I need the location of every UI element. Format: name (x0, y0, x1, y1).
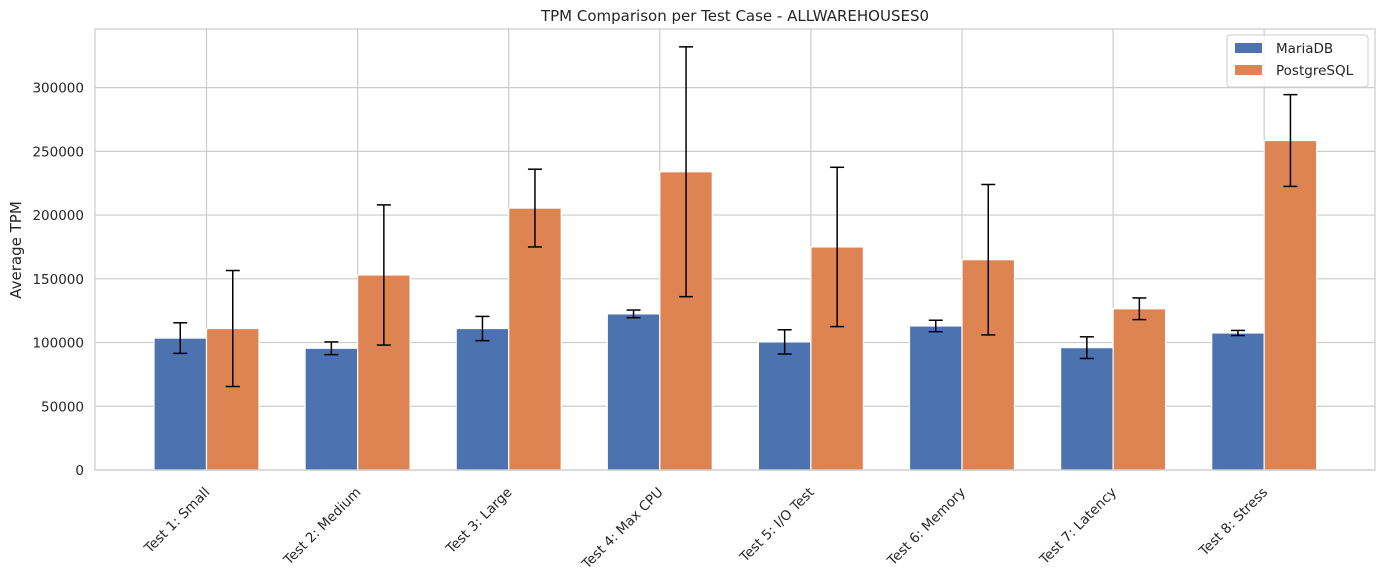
error-bar-mariadb (173, 322, 188, 355)
legend-swatch-postgresql (1235, 65, 1262, 75)
error-bar-postgresql (679, 46, 694, 298)
error-bar-mariadb (626, 309, 641, 319)
bar-mariadb (908, 325, 963, 471)
bar-postgresql (1112, 308, 1167, 471)
bar-mariadb (304, 347, 359, 471)
grid-lines (95, 29, 1375, 471)
x-tick-label: Test 5: I/O Test (736, 485, 818, 567)
x-tick-label: Test 6: Memory (884, 485, 969, 570)
error-bar-postgresql (376, 204, 391, 346)
y-tick-label: 100000 (32, 336, 84, 352)
chart-title: TPM Comparison per Test Case - ALLWAREHO… (540, 7, 929, 25)
legend-box (1226, 34, 1369, 88)
x-tick-label: Test 2: Medium (280, 485, 364, 569)
legend-swatch-mariadb (1235, 43, 1262, 53)
error-bar-mariadb (1079, 336, 1094, 360)
error-bar-postgresql (225, 269, 240, 388)
y-axis-label: Average TPM (7, 201, 25, 299)
x-tick-label: Test 8: Stress (1196, 485, 1272, 561)
legend-label-postgresql: PostgreSQL (1276, 63, 1354, 79)
error-bar-postgresql (1283, 93, 1298, 188)
legend: MariaDB PostgreSQL (1226, 34, 1369, 88)
error-bar-postgresql (1132, 297, 1147, 321)
y-tick-label: 200000 (32, 208, 84, 224)
error-bars (173, 46, 1298, 388)
bar-mariadb (455, 327, 510, 471)
error-bar-postgresql (830, 166, 845, 328)
bar-mariadb (153, 337, 208, 471)
plot-frame (94, 28, 1376, 471)
y-tick-label: 300000 (32, 81, 84, 97)
error-bar-mariadb (324, 341, 339, 356)
bar-mariadb (1059, 347, 1114, 471)
error-bar-mariadb (928, 319, 943, 333)
x-tick-label: Test 1: Small (141, 485, 214, 558)
error-bar-postgresql (527, 168, 542, 248)
error-bar-mariadb (777, 329, 792, 355)
y-tick-label: 150000 (32, 272, 84, 288)
error-bar-mariadb (1230, 329, 1245, 337)
y-tick-label: 0 (75, 463, 84, 479)
error-bar-postgresql (981, 183, 996, 336)
bar-postgresql (508, 207, 562, 471)
error-bar-mariadb (475, 315, 490, 342)
y-tick-label: 50000 (41, 399, 84, 415)
x-tick-label: Test 4: Max CPU (578, 485, 666, 573)
y-tick-labels: 0 50000 100000 150000 200000 250000 300000 (32, 81, 84, 479)
bar-mariadb (606, 313, 661, 471)
bars (153, 139, 1318, 471)
x-tick-labels: Test 1: Small Test 2: Medium Test 3: Large… (141, 485, 1271, 573)
bar-mariadb (757, 341, 812, 471)
bar-mariadb (1211, 332, 1265, 471)
y-tick-label: 250000 (32, 144, 84, 160)
x-tick-label: Test 7: Latency (1036, 485, 1120, 569)
bar-postgresql (1263, 139, 1318, 471)
x-tick-label: Test 3: Large (442, 485, 515, 558)
legend-label-mariadb: MariaDB (1276, 41, 1333, 57)
